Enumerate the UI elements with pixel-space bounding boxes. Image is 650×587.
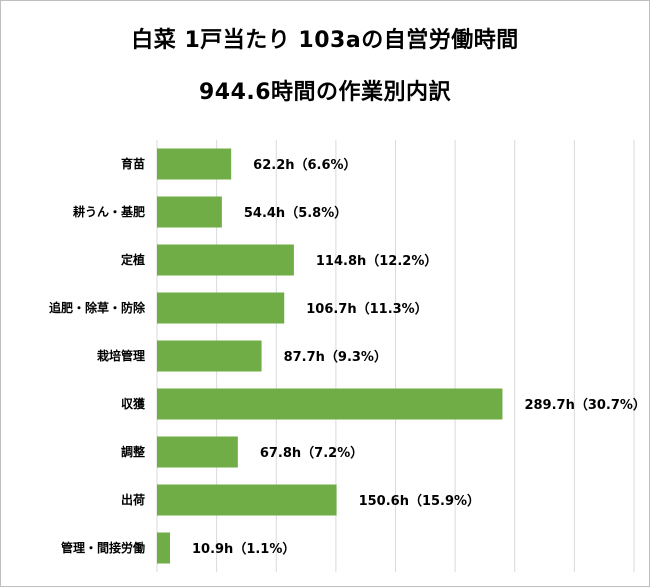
- category-label: 出荷: [121, 492, 145, 507]
- data-label: 150.6h（15.9%）: [359, 493, 480, 509]
- bar: [157, 484, 337, 516]
- data-label: 289.7h（30.7%）: [524, 397, 645, 413]
- bar: [157, 196, 222, 228]
- bar: [157, 244, 294, 276]
- category-label: 栽培管理: [97, 348, 145, 363]
- bar: [157, 292, 285, 324]
- data-label: 106.7h（11.3%）: [306, 301, 427, 317]
- chart-subtitle: 944.6時間の作業別内訳: [198, 80, 452, 105]
- data-label: 67.8h（7.2%）: [260, 445, 363, 461]
- data-label: 62.2h（6.6%）: [253, 157, 356, 173]
- bar: [157, 436, 238, 468]
- category-label: 耕うん・基肥: [73, 204, 145, 219]
- data-label: 87.7h（9.3%）: [284, 349, 387, 365]
- bar: [157, 340, 262, 372]
- category-label: 収獲: [121, 396, 146, 411]
- category-label: 追肥・除草・防除: [49, 300, 146, 315]
- category-label: 調整: [121, 444, 145, 459]
- data-label: 114.8h（12.2%）: [316, 253, 437, 269]
- category-label: 育苗: [121, 156, 145, 171]
- chart-title: 白菜 1戸当たり 103aの自営労働時間: [131, 28, 519, 53]
- data-label: 54.4h（5.8%）: [244, 205, 347, 221]
- bar: [157, 532, 170, 564]
- data-label: 10.9h（1.1%）: [192, 541, 295, 557]
- category-label: 定植: [121, 252, 145, 267]
- bar: [157, 148, 232, 180]
- bar: [157, 388, 503, 420]
- category-label: 管理・間接労働: [61, 540, 145, 555]
